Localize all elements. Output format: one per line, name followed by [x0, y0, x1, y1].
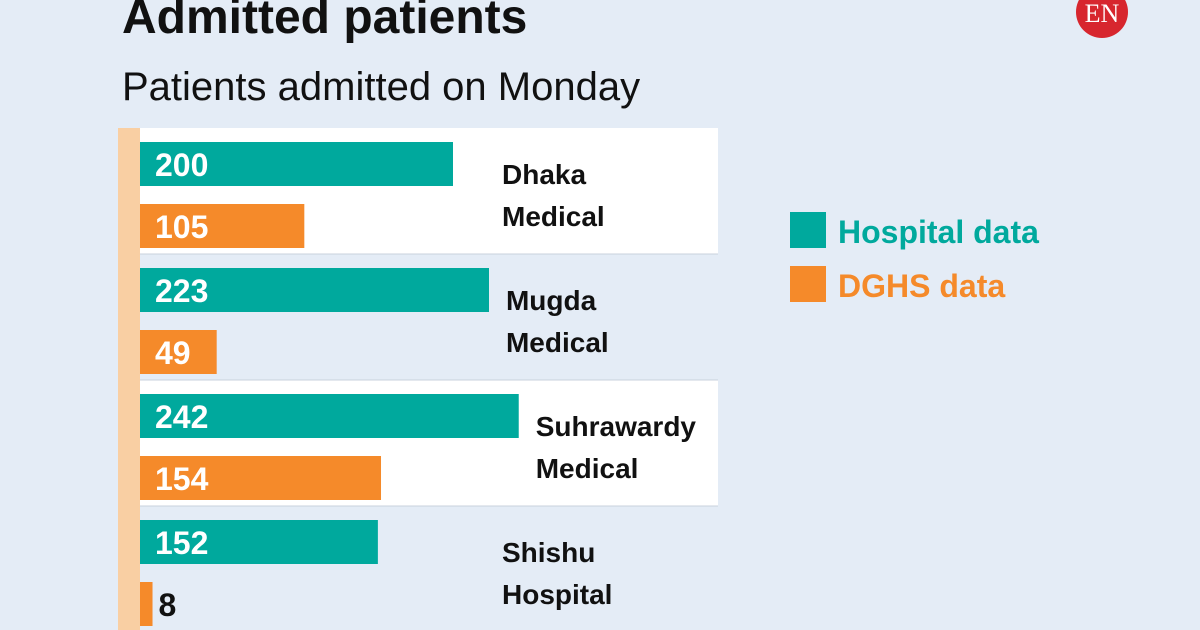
value-label: 49 — [155, 335, 191, 371]
category-label: Mugda Medical — [505, 285, 609, 358]
legend-swatch — [790, 212, 826, 248]
category-label: Shishu Hospital — [502, 537, 613, 610]
bar — [140, 142, 453, 186]
bar — [140, 204, 305, 248]
bar — [140, 394, 519, 438]
bar — [140, 456, 382, 500]
legend-label: Hospital data — [838, 214, 1039, 250]
logo-text: EN — [1085, 0, 1120, 28]
bar — [140, 268, 489, 312]
axis-strip — [118, 128, 140, 630]
category-label: Suhrawardy Medical — [535, 411, 696, 484]
value-label: 154 — [155, 461, 209, 497]
legend-label: DGHS data — [838, 268, 1005, 304]
value-label: 200 — [155, 147, 208, 183]
value-label: 242 — [155, 399, 208, 435]
chart-subtitle: Patients admitted on Monday — [122, 65, 640, 109]
bar — [140, 330, 217, 374]
bar — [140, 582, 153, 626]
value-label: 105 — [155, 209, 208, 245]
logo-badge — [1076, 0, 1128, 38]
value-label: 8 — [159, 587, 177, 623]
chart-title: Admitted patients — [122, 0, 527, 44]
legend-swatch — [790, 266, 826, 302]
value-label: 223 — [155, 273, 208, 309]
value-label: 152 — [155, 525, 208, 561]
bar — [140, 520, 378, 564]
category-label: Dhaka Medical — [502, 159, 605, 232]
